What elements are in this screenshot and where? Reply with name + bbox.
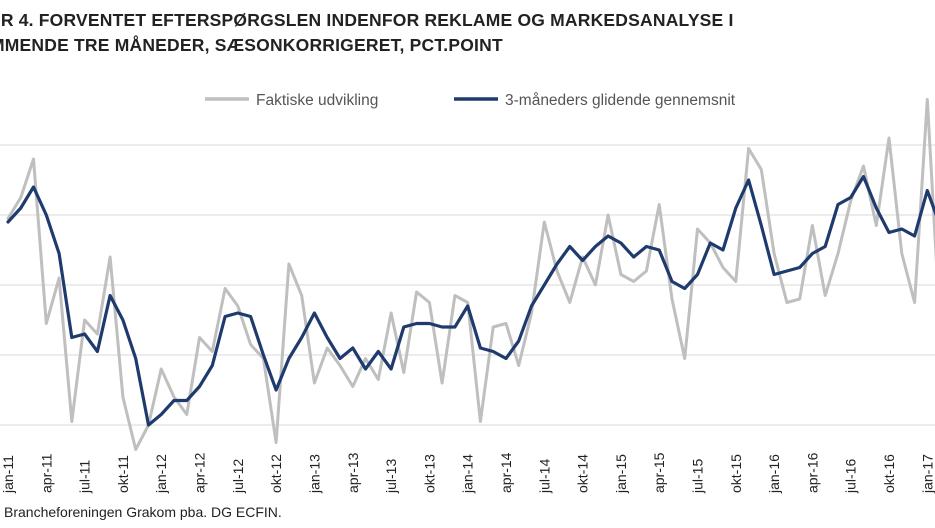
x-tick-label: apr-11 <box>38 453 54 493</box>
legend-label-faktiske: Faktiske udvikling <box>256 92 378 109</box>
legend: Faktiske udvikling 3-måneders glidende ge… <box>205 92 736 109</box>
x-tick-label: jan-13 <box>306 454 322 494</box>
chart-title-line-2: MMENDE TRE MÅNEDER, SÆSONKORRIGERET, PCT… <box>0 35 503 55</box>
line-chart: Faktiske udvikling 3-måneders glidende ge… <box>0 92 935 494</box>
x-tick-label: jan-11 <box>0 455 16 494</box>
x-tick-label: okt-11 <box>115 455 131 493</box>
chart-title-line-1: UR 4. FORVENTET EFTERSPØRGSLEN INDENFOR … <box>0 10 734 30</box>
x-tick-label: apr-12 <box>192 452 208 493</box>
x-tick-label: jan-14 <box>460 454 476 494</box>
series-lines <box>6 98 935 451</box>
source-note: Brancheforeningen Grakom pba. DG ECFIN. <box>4 504 282 520</box>
x-tick-label: apr-15 <box>651 452 667 493</box>
x-tick-label: okt-13 <box>421 454 437 493</box>
x-tick-label: apr-16 <box>804 452 820 493</box>
x-tick-label: jul-13 <box>383 459 399 494</box>
x-tick-label: jul-15 <box>690 459 706 494</box>
x-tick-label: apr-14 <box>498 452 514 493</box>
x-axis-ticks: jan-11 apr-11 jul-11 okt-11 jan-12 apr-12 jul-… <box>0 452 935 494</box>
gridlines <box>0 144 935 426</box>
x-tick-label: jan-15 <box>613 454 629 494</box>
x-tick-label: okt-16 <box>881 454 897 493</box>
x-tick-label: okt-15 <box>728 454 744 493</box>
x-tick-label: jan-17 <box>919 454 935 494</box>
x-tick-label: okt-14 <box>575 454 591 493</box>
x-tick-label: jul-16 <box>843 459 859 494</box>
x-tick-label: jul-14 <box>536 459 552 494</box>
series-line-glidende <box>6 174 935 427</box>
x-tick-label: jul-12 <box>230 459 246 494</box>
chart-title: UR 4. FORVENTET EFTERSPØRGSLEN INDENFOR … <box>0 8 935 58</box>
x-tick-label: jul-11 <box>77 460 93 494</box>
series-line-faktiske <box>6 98 935 451</box>
legend-label-glidende: 3-måneders glidende gennemsnit <box>505 92 736 109</box>
x-tick-label: apr-13 <box>345 452 361 493</box>
x-tick-label: jan-16 <box>766 454 782 494</box>
x-tick-label: jan-12 <box>153 454 169 494</box>
x-tick-label: okt-12 <box>268 454 284 493</box>
